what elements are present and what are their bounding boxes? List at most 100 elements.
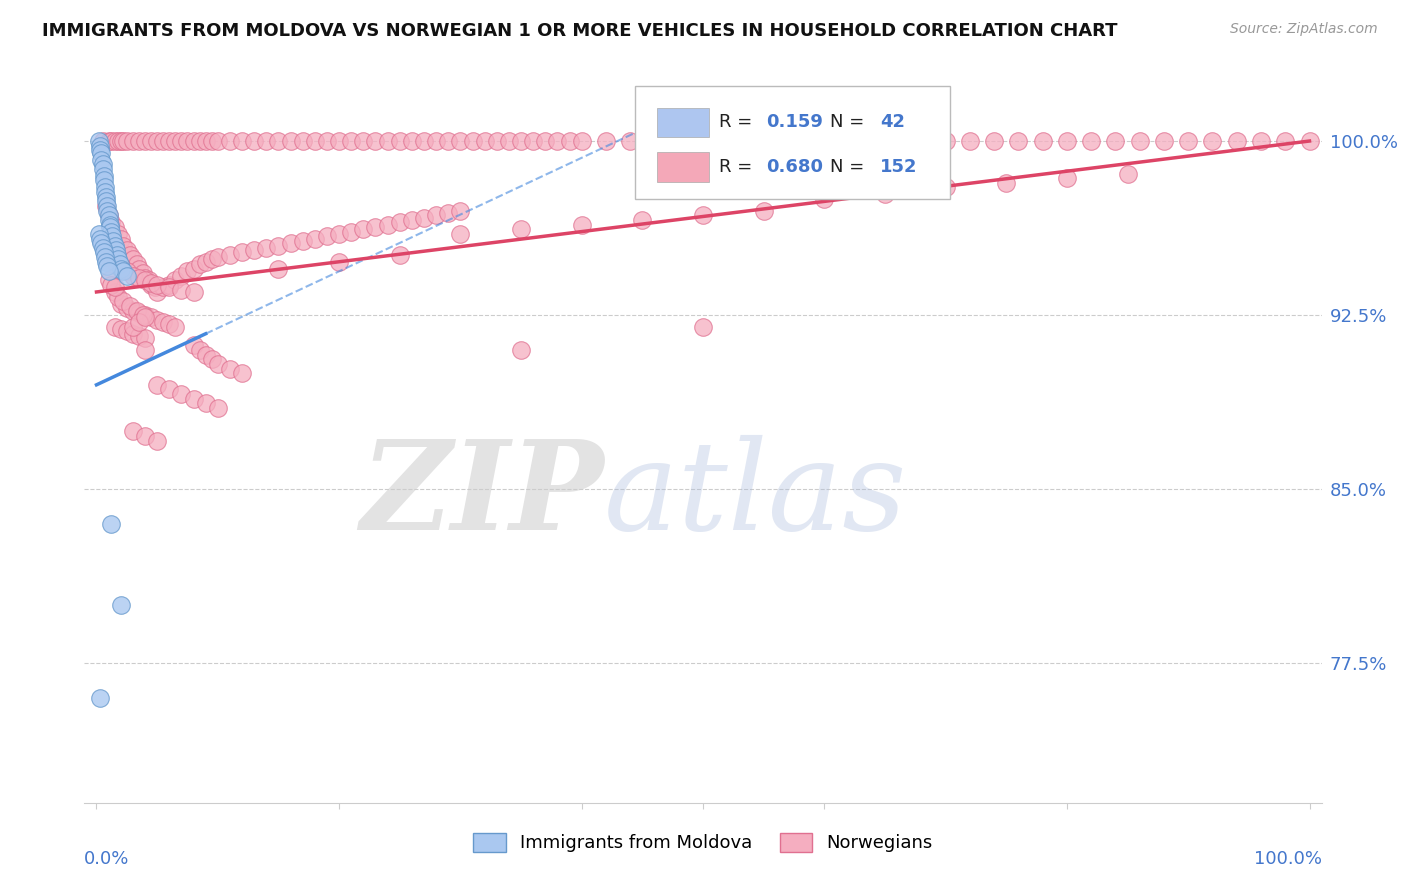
Point [96, 254, 118, 268]
Point [110, 260, 132, 274]
Point [103, 234, 125, 248]
Point [100, 225, 122, 239]
Point [139, 276, 162, 290]
Point [510, 222, 533, 236]
Point [89, 691, 111, 706]
Point [219, 248, 242, 262]
Point [546, 134, 568, 148]
Point [716, 134, 738, 148]
Point [449, 203, 471, 218]
Point [595, 134, 617, 148]
Point [97, 273, 120, 287]
Point [93, 169, 115, 183]
Point [449, 134, 471, 148]
Point [231, 366, 253, 380]
Point [183, 285, 205, 299]
Point [765, 134, 787, 148]
Point [207, 134, 229, 148]
Point [98, 219, 121, 234]
Point [122, 134, 145, 148]
Point [138, 273, 160, 287]
FancyBboxPatch shape [636, 86, 950, 200]
Point [93, 173, 115, 187]
Point [170, 387, 193, 401]
Point [425, 208, 447, 222]
Point [122, 268, 145, 283]
Point [128, 329, 150, 343]
Point [97, 208, 120, 222]
Point [1129, 134, 1152, 148]
Point [474, 134, 496, 148]
Point [131, 266, 153, 280]
Point [128, 134, 150, 148]
Point [692, 134, 714, 148]
Point [201, 352, 224, 367]
Point [328, 254, 350, 268]
Point [668, 134, 690, 148]
Point [1056, 134, 1078, 148]
Point [134, 271, 156, 285]
Point [94, 250, 117, 264]
Point [304, 134, 326, 148]
Point [146, 277, 169, 292]
Point [862, 134, 884, 148]
Point [122, 319, 145, 334]
Point [93, 245, 115, 260]
Point [388, 215, 411, 229]
Point [100, 134, 122, 148]
Point [571, 134, 593, 148]
Point [188, 134, 211, 148]
Point [176, 134, 198, 148]
Point [120, 299, 142, 313]
Point [813, 134, 835, 148]
Point [207, 401, 229, 415]
Point [183, 134, 205, 148]
Point [170, 268, 193, 283]
Point [104, 134, 127, 148]
Point [96, 260, 118, 274]
Point [170, 283, 193, 297]
Point [522, 134, 544, 148]
Point [243, 243, 266, 257]
Point [364, 134, 387, 148]
Text: ZIP: ZIP [360, 434, 605, 557]
Point [231, 134, 253, 148]
Point [352, 134, 374, 148]
Point [254, 134, 277, 148]
Text: N =: N = [831, 159, 870, 177]
Point [101, 229, 124, 244]
Point [96, 190, 118, 204]
Point [340, 134, 363, 148]
Point [105, 248, 128, 262]
Point [104, 238, 127, 252]
Point [107, 252, 129, 267]
Point [280, 236, 302, 251]
Point [110, 231, 132, 245]
Point [104, 285, 127, 299]
Point [110, 599, 132, 613]
Point [1104, 134, 1126, 148]
FancyBboxPatch shape [657, 153, 709, 182]
Point [100, 277, 122, 292]
Point [96, 194, 118, 209]
Point [115, 243, 138, 257]
Point [112, 264, 135, 278]
Point [139, 134, 162, 148]
Point [112, 238, 135, 252]
Point [87, 227, 110, 241]
Point [534, 134, 557, 148]
Point [157, 280, 180, 294]
Point [437, 134, 460, 148]
Point [316, 229, 339, 244]
Point [139, 310, 162, 325]
Point [157, 383, 180, 397]
Point [90, 145, 112, 160]
Point [139, 277, 162, 292]
Point [128, 306, 150, 320]
Point [96, 199, 118, 213]
Point [413, 211, 436, 225]
Point [115, 268, 138, 283]
Text: R =: R = [718, 113, 758, 131]
Point [122, 303, 145, 318]
Point [267, 238, 290, 252]
